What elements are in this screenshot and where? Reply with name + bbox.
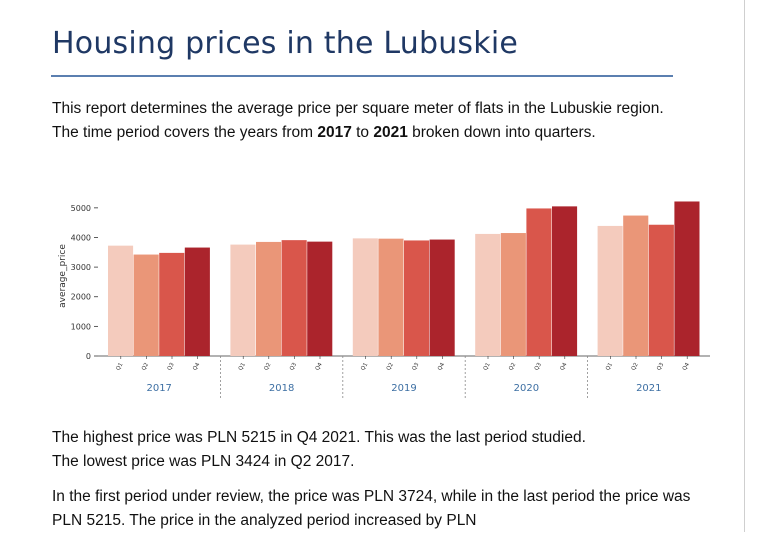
quarter-label: Q2 [631,362,640,372]
intro-year-start: 2017 [317,124,352,141]
quarter-label: Q1 [115,362,124,372]
bar-2021-Q3 [648,224,674,356]
bar-2019-Q3 [404,240,430,356]
bar-2020-Q3 [526,208,552,356]
quarter-label: Q1 [360,362,369,372]
quarter-label: Q4 [192,362,201,372]
y-tick-label: 5000 [71,204,91,213]
bar-2018-Q1 [230,244,256,356]
intro-paragraph: This report determines the average price… [52,97,672,145]
bar-2019-Q1 [352,238,378,356]
bar-2017-Q1 [108,245,134,356]
y-tick-label: 1000 [71,322,91,331]
y-tick-label: 3000 [71,263,91,272]
intro-text-2: to [351,124,374,141]
y-tick-label: 0 [86,352,91,361]
year-label-2017: 2017 [146,383,171,394]
quarter-label: Q4 [682,362,691,372]
quarter-label: Q4 [315,362,324,372]
bar-2018-Q3 [281,240,307,356]
quarter-label: Q2 [263,362,272,372]
bar-2017-Q4 [184,247,210,356]
quarter-label: Q2 [508,362,517,372]
quarter-label: Q3 [167,362,176,372]
bar-2018-Q2 [256,241,282,356]
year-label-2021: 2021 [636,383,661,394]
quarter-label: Q3 [411,362,420,372]
first-last-paragraph: In the first period under review, the pr… [52,488,691,529]
intro-text-3: broken down into quarters. [407,124,596,141]
y-tick-label: 4000 [71,233,91,242]
bar-2019-Q4 [429,239,455,356]
quarter-label: Q1 [238,362,247,372]
quarter-label: Q4 [559,362,568,372]
bar-2021-Q2 [623,215,649,356]
year-label-2019: 2019 [391,383,416,394]
bar-2021-Q4 [674,201,700,356]
bar-2019-Q2 [378,238,404,356]
y-tick-label: 2000 [71,293,91,302]
quarter-label: Q2 [386,362,395,372]
quarter-label: Q3 [656,362,665,372]
bar-2020-Q2 [500,233,526,356]
year-label-2020: 2020 [514,383,539,394]
quarter-label: Q3 [534,362,543,372]
bar-2017-Q2 [133,254,159,356]
y-axis-label: average_price [58,244,68,308]
quarter-label: Q3 [289,362,298,372]
summary-lowest: The lowest price was PLN 3424 in Q2 2017… [52,453,355,470]
bar-2017-Q3 [159,252,185,356]
price-bar-chart: 0 1000 2000 3000 4000 5000 average_price Q1 Q2 Q3… [58,201,710,398]
page-edge [744,0,745,532]
intro-text-1: This report determines the average price… [52,100,664,141]
quarter-label: Q1 [605,362,614,372]
summary-paragraph: The highest price was PLN 5215 in Q4 202… [52,426,712,474]
year-label-2018: 2018 [269,383,294,394]
quarter-label: Q2 [141,362,150,372]
bar-2021-Q1 [597,225,623,356]
summary-highest: The highest price was PLN 5215 in Q4 202… [52,429,586,446]
quarter-label: Q1 [483,362,492,372]
page-title: Housing prices in the Lubuskie [52,26,519,61]
intro-year-end: 2021 [373,124,408,141]
bar-2020-Q1 [475,233,501,356]
quarter-label: Q4 [437,362,446,372]
title-rule [51,75,673,77]
bar-2018-Q4 [307,241,333,356]
bar-2020-Q4 [552,206,578,356]
